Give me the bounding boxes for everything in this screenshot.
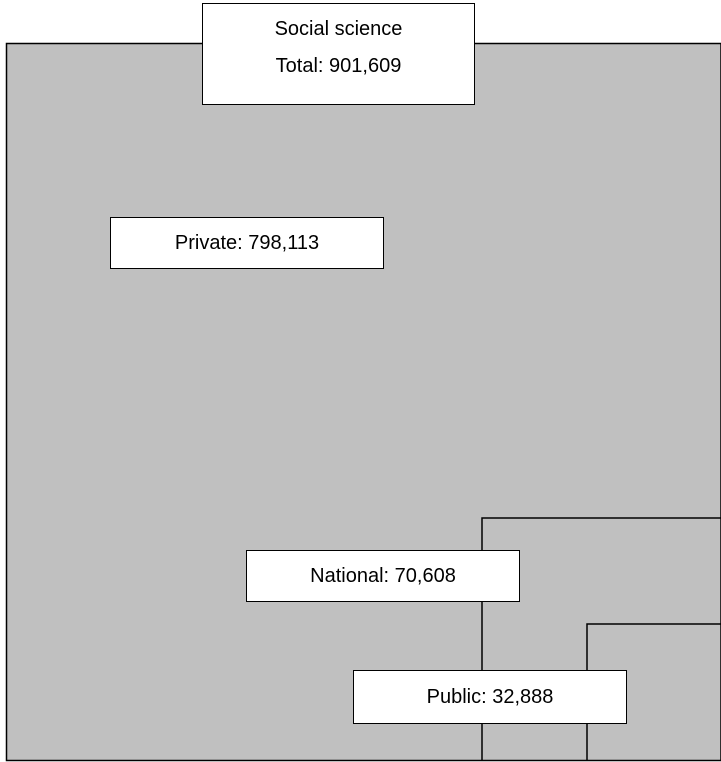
total-area [5, 42, 721, 762]
private-label: Private: 798,113 [174, 232, 320, 254]
private-label-box: Private: 798,113 [110, 217, 384, 269]
chart-title: Social science [274, 18, 403, 40]
total-label: Total: 901,609 [275, 55, 402, 77]
national-label: National: 70,608 [310, 565, 456, 587]
public-label-box: Public: 32,888 [353, 670, 627, 724]
public-label: Public: 32,888 [426, 686, 554, 708]
national-label-box: National: 70,608 [246, 550, 520, 602]
total-label-box: Social science Total: 901,609 [202, 3, 475, 105]
